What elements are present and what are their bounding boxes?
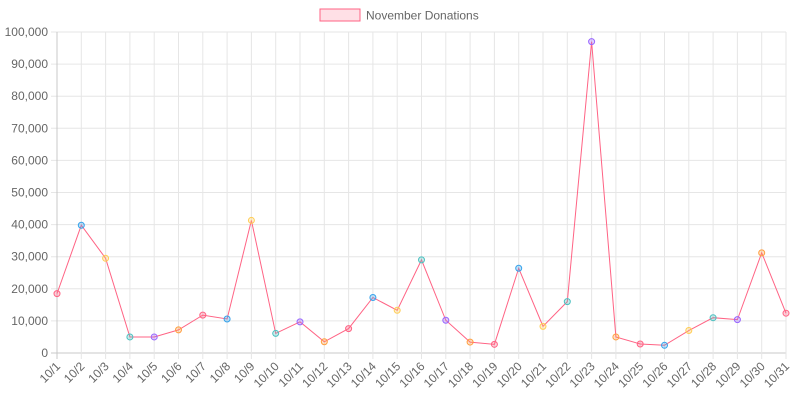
data-point[interactable] xyxy=(466,338,474,346)
x-tick-label: 10/15 xyxy=(372,359,403,390)
data-point[interactable] xyxy=(490,340,498,348)
series-line xyxy=(56,41,787,346)
x-tick-label: 10/30 xyxy=(737,359,768,390)
data-point[interactable] xyxy=(126,333,134,341)
x-tick-label: 10/26 xyxy=(639,359,670,390)
data-point[interactable] xyxy=(515,264,523,272)
x-tick-label: 10/25 xyxy=(615,359,646,390)
data-point[interactable] xyxy=(685,327,693,335)
y-tick-label: 10,000 xyxy=(11,314,48,328)
x-tick-label: 10/16 xyxy=(396,359,427,390)
data-point[interactable] xyxy=(782,309,790,317)
data-point[interactable] xyxy=(393,306,401,314)
y-tick-label: 80,000 xyxy=(11,89,48,103)
data-point[interactable] xyxy=(442,316,450,324)
x-tick-label: 10/27 xyxy=(664,359,695,390)
x-tick-label: 10/20 xyxy=(494,359,525,390)
data-point[interactable] xyxy=(563,298,571,306)
data-point[interactable] xyxy=(612,333,620,341)
y-tick-label: 20,000 xyxy=(11,282,48,296)
x-tick-label: 10/28 xyxy=(688,359,719,390)
data-point[interactable] xyxy=(709,314,717,322)
data-point[interactable] xyxy=(733,316,741,324)
y-tick-label: 100,000 xyxy=(5,25,49,39)
series-november-donations xyxy=(53,38,790,349)
y-tick-label: 60,000 xyxy=(11,153,48,167)
data-point[interactable] xyxy=(223,315,231,323)
x-tick-label: 10/8 xyxy=(207,359,234,386)
legend-label: November Donations xyxy=(366,9,479,23)
legend[interactable]: November Donations xyxy=(319,8,479,23)
data-point[interactable] xyxy=(150,333,158,341)
x-tick-label: 10/17 xyxy=(421,359,452,390)
data-point[interactable] xyxy=(588,38,596,46)
x-tick-label: 10/18 xyxy=(445,359,476,390)
data-point[interactable] xyxy=(272,329,280,337)
y-tick-label: 90,000 xyxy=(11,57,48,71)
data-point[interactable] xyxy=(418,256,425,264)
x-tick-label: 10/24 xyxy=(591,359,622,390)
data-point[interactable] xyxy=(296,318,304,326)
legend-swatch xyxy=(319,8,361,22)
data-point[interactable] xyxy=(247,216,255,224)
x-tick-label: 10/13 xyxy=(324,359,355,390)
x-tick-label: 10/1 xyxy=(37,359,64,386)
data-point[interactable] xyxy=(320,338,328,346)
x-tick-label: 10/14 xyxy=(348,359,379,390)
y-tick-label: 50,000 xyxy=(11,186,48,200)
data-point[interactable] xyxy=(661,341,668,349)
x-tick-label: 10/7 xyxy=(183,359,210,386)
data-point[interactable] xyxy=(53,290,61,298)
y-tick-label: 0 xyxy=(41,346,48,360)
y-tick-label: 40,000 xyxy=(11,218,48,232)
x-tick-label: 10/5 xyxy=(134,359,161,386)
data-point[interactable] xyxy=(77,221,85,229)
y-tick-label: 70,000 xyxy=(11,121,48,135)
x-tick-label: 10/2 xyxy=(61,359,88,386)
x-tick-label: 10/4 xyxy=(110,359,137,386)
data-point[interactable] xyxy=(345,325,353,333)
y-tick-label: 30,000 xyxy=(11,250,48,264)
x-tick-label: 10/3 xyxy=(85,359,112,386)
data-point[interactable] xyxy=(539,322,547,330)
x-tick-label: 10/19 xyxy=(469,359,500,390)
x-tick-label: 10/29 xyxy=(712,359,743,390)
data-point[interactable] xyxy=(758,249,766,257)
data-point[interactable] xyxy=(102,254,110,262)
x-tick-label: 10/12 xyxy=(299,359,330,390)
x-tick-label: 10/11 xyxy=(276,359,307,390)
x-axis: 10/110/210/310/410/510/610/710/810/910/1… xyxy=(37,359,793,390)
x-tick-label: 10/10 xyxy=(251,359,282,390)
data-point[interactable] xyxy=(369,293,377,301)
grid xyxy=(51,31,787,359)
x-tick-label: 10/31 xyxy=(761,359,792,390)
data-point[interactable] xyxy=(175,326,182,334)
x-tick-label: 10/22 xyxy=(542,359,573,390)
x-tick-label: 10/21 xyxy=(518,359,549,390)
data-point[interactable] xyxy=(199,311,207,319)
data-point[interactable] xyxy=(636,340,644,348)
x-tick-label: 10/23 xyxy=(567,359,598,390)
y-axis: 0 10,000 20,000 30,000 40,000 50,000 60,000 70,… xyxy=(5,25,49,360)
x-tick-label: 10/6 xyxy=(158,359,185,386)
